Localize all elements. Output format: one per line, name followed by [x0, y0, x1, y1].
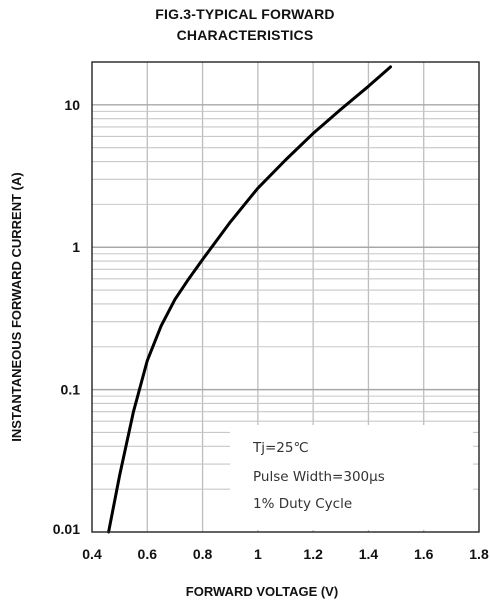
- x-axis-title: FORWARD VOLTAGE (V): [186, 584, 338, 599]
- x-tick-label: 0.6: [138, 546, 158, 562]
- annotation-background: [230, 425, 473, 530]
- y-axis-title: INSTANTANEOUS FORWARD CURRENT (A): [9, 172, 24, 441]
- y-tick-label: 1: [72, 239, 80, 255]
- annotation-box: Tj=25℃ Pulse Width=300μs 1% Duty Cycle: [230, 425, 473, 530]
- x-tick-label: 1: [254, 546, 262, 562]
- y-tick-label: 0.1: [61, 382, 81, 398]
- y-tick-label: 0.01: [53, 521, 80, 537]
- chart-title-line-2: CHARACTERISTICS: [176, 27, 314, 43]
- y-tick-labels: 0.01 0.1 1 10: [53, 97, 80, 537]
- annotation-temperature: Tj=25℃: [252, 440, 309, 456]
- x-tick-label: 1.2: [303, 546, 323, 562]
- x-tick-label: 1.8: [469, 546, 489, 562]
- x-tick-label: 0.4: [82, 546, 102, 562]
- y-tick-label: 10: [64, 97, 80, 113]
- series-line-forward-current: [107, 65, 393, 534]
- x-tick-label: 0.8: [193, 546, 213, 562]
- x-tick-labels: 0.4 0.6 0.8 1 1.2 1.4 1.6 1.8: [82, 546, 489, 562]
- x-tick-label: 1.4: [359, 546, 379, 562]
- plot-frame: [91, 61, 480, 533]
- chart-title-line-1: FIG.3-TYPICAL FORWARD: [155, 6, 335, 22]
- series: [107, 65, 393, 534]
- annotation-pulse-width: Pulse Width=300μs: [253, 469, 385, 485]
- x-tick-label: 1.6: [414, 546, 434, 562]
- annotation-duty-cycle: 1% Duty Cycle: [253, 496, 352, 512]
